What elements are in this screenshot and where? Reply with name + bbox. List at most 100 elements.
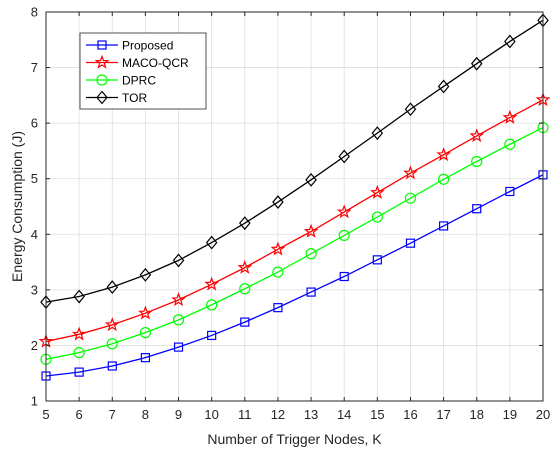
x-tick-label: 15 [370,407,384,422]
data-point-maco-qcr [171,292,186,307]
x-axis-label: Number of Trigger Nodes, K [207,431,382,447]
data-point-tor [338,149,350,164]
data-point-maco-qcr [336,204,352,219]
series-layer [38,13,550,381]
data-point-tor [305,172,317,187]
data-point-tor [239,216,251,231]
series-tor [40,13,549,310]
x-tick-label: 10 [204,407,218,422]
series-proposed [41,170,548,381]
legend-entry-maco-qcr: MACO-QCR [86,54,189,70]
series-line-maco-qcr [45,99,544,343]
y-tick-label: 1 [31,394,38,409]
data-point-tor [504,34,516,49]
x-tick-label: 6 [76,407,83,422]
data-point-tor [73,289,85,304]
legend-label-tor: TOR [122,91,147,105]
series-line-dprc [45,127,544,360]
data-point-dprc [272,266,284,278]
y-tick-label: 6 [31,116,38,131]
legend-entry-tor: TOR [86,90,147,105]
data-point-dprc [471,155,483,168]
data-point-tor [106,280,119,295]
x-tick-label: 5 [42,407,49,422]
x-tick-label: 14 [337,407,351,422]
x-tick-label: 13 [304,407,318,422]
y-tick-label: 7 [31,60,38,75]
data-point-tor [272,195,284,209]
legend-label-maco-qcr: MACO-QCR [122,56,189,70]
y-tick-label: 5 [31,171,38,186]
data-point-maco-qcr [369,184,385,199]
data-point-maco-qcr [138,305,153,320]
series-dprc [40,121,549,365]
x-tick-label: 18 [469,407,483,422]
data-point-proposed [405,238,416,248]
data-point-maco-qcr [237,259,253,274]
data-point-maco-qcr [71,326,87,341]
series-line-proposed [45,174,544,377]
data-point-dprc [338,229,350,241]
data-point-proposed [339,271,349,282]
data-point-dprc [139,327,151,339]
data-point-maco-qcr [469,128,485,143]
x-tick-label: 19 [503,407,517,422]
data-point-proposed [439,221,449,231]
data-point-dprc [371,211,383,223]
data-point-proposed [74,367,84,377]
data-point-tor [470,56,483,71]
y-tick-label: 4 [31,227,38,242]
legend-marker-dprc [96,74,108,86]
y-axis-label: Energy Consumption (J) [9,131,25,282]
y-tick-label: 8 [31,5,38,20]
data-point-proposed [372,255,382,265]
data-point-dprc [504,138,516,150]
data-point-dprc [206,299,218,311]
data-point-proposed [505,186,515,197]
legend-box [79,32,207,110]
data-point-maco-qcr [502,109,518,124]
plot-frame [45,11,544,402]
data-point-maco-qcr [104,317,120,332]
data-point-proposed [240,317,250,327]
data-point-proposed [472,204,482,214]
data-point-maco-qcr [436,147,451,162]
legend-label-dprc: DPRC [122,74,156,88]
data-point-maco-qcr [204,276,220,291]
data-point-tor [172,253,185,268]
data-point-proposed [173,342,184,352]
data-point-dprc [172,314,185,326]
data-point-tor [371,126,384,141]
x-tick-label: 9 [175,407,182,422]
data-point-tor [205,235,218,250]
x-tick-label: 12 [271,407,285,422]
data-point-dprc [106,338,118,350]
x-tick-label: 16 [403,407,417,422]
legend-label-proposed: Proposed [122,39,173,53]
series-line-tor [45,19,544,303]
data-point-maco-qcr [303,223,319,238]
x-tick-label: 8 [142,407,149,422]
legend-marker-proposed [97,40,107,50]
data-point-tor [437,79,450,94]
series-maco-qcr [38,92,550,348]
data-point-proposed [107,361,117,371]
data-point-dprc [73,347,85,359]
data-point-tor [404,102,417,117]
legend-marker-tor [96,90,108,105]
data-point-proposed [207,330,217,341]
data-point-tor [139,267,152,282]
data-point-maco-qcr [270,241,286,256]
data-point-proposed [273,303,283,313]
data-point-dprc [239,283,251,295]
x-tick-label: 7 [109,407,116,422]
legend-marker-maco-qcr [94,54,110,69]
legend-entry-dprc: DPRC [86,74,156,88]
legend: Proposed MACO-QCR DPRC TOR [79,32,207,110]
y-tick-label: 3 [31,282,38,297]
data-point-proposed [140,353,150,363]
data-point-dprc [305,248,317,260]
legend-entry-proposed: Proposed [86,39,173,53]
